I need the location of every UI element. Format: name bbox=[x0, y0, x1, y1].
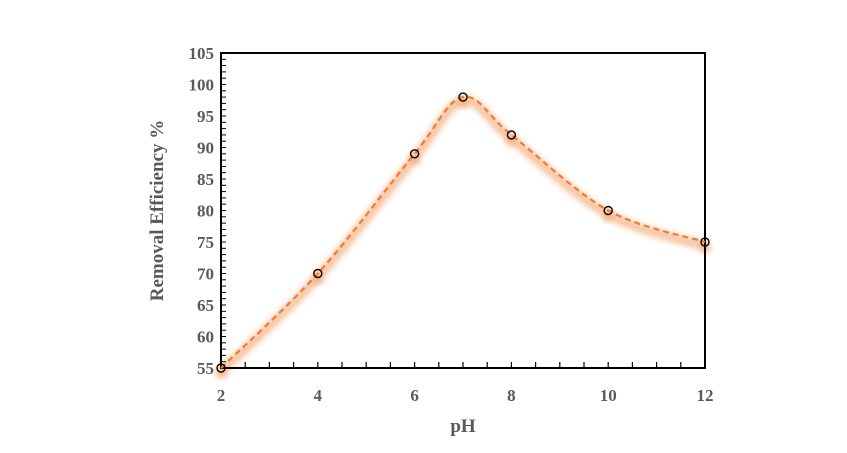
x-tick-labels: 2 4 6 8 10 12 bbox=[217, 386, 714, 405]
data-point bbox=[409, 149, 420, 159]
x-tick-label: 4 bbox=[314, 386, 323, 405]
series-line-layer bbox=[220, 95, 706, 369]
series-line bbox=[220, 95, 706, 369]
data-point bbox=[216, 363, 226, 373]
y-tick-label: 70 bbox=[197, 265, 214, 284]
x-tick-label: 6 bbox=[410, 386, 419, 405]
y-tick-label: 105 bbox=[189, 44, 215, 63]
y-tick-label: 100 bbox=[189, 76, 215, 95]
y-tick-label: 55 bbox=[197, 359, 214, 378]
data-point bbox=[700, 237, 710, 247]
y-tick-label: 85 bbox=[197, 170, 214, 189]
axis-ticks bbox=[220, 52, 706, 369]
y-axis-title: Removal Efficiency % bbox=[147, 120, 168, 302]
series-line-glow bbox=[217, 96, 707, 376]
x-tick-label: 2 bbox=[217, 386, 226, 405]
x-tick-label: 8 bbox=[507, 386, 516, 405]
data-point bbox=[506, 130, 517, 140]
x-axis-title: pH bbox=[450, 416, 476, 437]
y-tick-label: 95 bbox=[197, 107, 214, 126]
y-tick-label: 80 bbox=[197, 202, 214, 221]
y-tick-label: 90 bbox=[197, 139, 214, 158]
data-point bbox=[603, 205, 613, 216]
series-glow bbox=[215, 96, 711, 379]
y-tick-label: 60 bbox=[197, 328, 214, 347]
y-tick-label: 65 bbox=[197, 296, 214, 315]
y-tick-labels: 55 60 65 70 75 80 85 90 95 100 105 bbox=[189, 44, 215, 378]
series-markers bbox=[216, 92, 710, 373]
x-tick-label: 12 bbox=[697, 386, 714, 405]
y-tick-label: 75 bbox=[197, 233, 214, 252]
x-tick-label: 10 bbox=[600, 386, 617, 405]
data-point bbox=[313, 268, 323, 279]
data-point bbox=[458, 92, 468, 102]
